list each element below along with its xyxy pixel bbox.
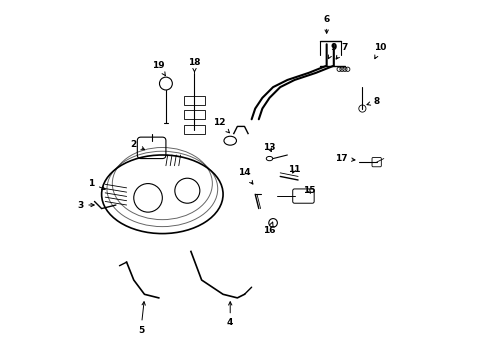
Text: 13: 13 [263,143,275,152]
Text: 5: 5 [138,302,145,334]
Bar [183,125,205,134]
Bar [183,111,205,119]
Text: 7: 7 [335,43,347,59]
Text: 16: 16 [263,222,275,234]
Text: 18: 18 [188,58,201,72]
Text: 1: 1 [87,179,105,190]
Text: 6: 6 [323,15,329,33]
Text: 15: 15 [302,186,314,195]
Text: 19: 19 [152,61,165,76]
Text: 10: 10 [373,43,386,59]
Text: 17: 17 [334,154,354,163]
Text: 2: 2 [130,140,144,150]
Text: 4: 4 [226,302,233,327]
Text: 11: 11 [287,165,300,174]
Text: 12: 12 [213,118,229,133]
Text: 3: 3 [77,201,94,210]
Text: 14: 14 [238,168,252,184]
Text: 9: 9 [328,43,336,59]
Bar [183,96,205,105]
Text: 8: 8 [366,97,379,106]
